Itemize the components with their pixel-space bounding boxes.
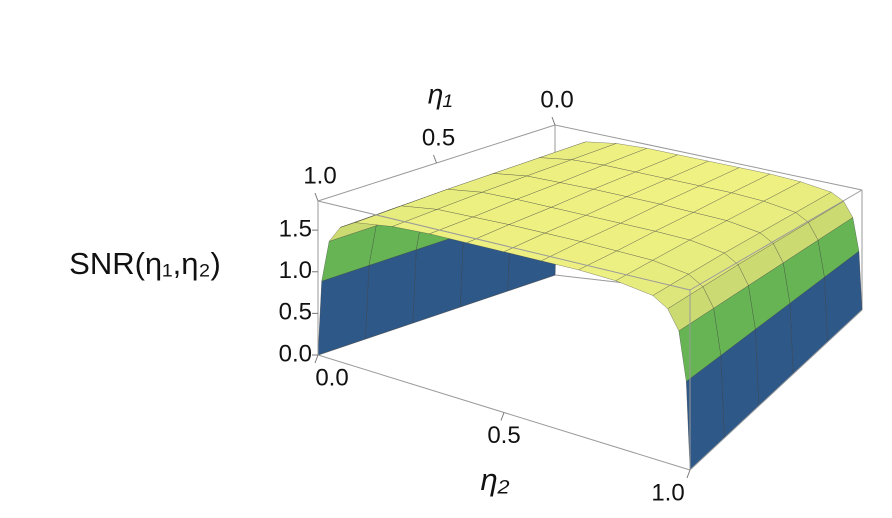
box-edge: [689, 189, 863, 291]
box-edge: [689, 309, 863, 471]
x-tick: [500, 412, 505, 421]
z-tick-label: 0.5: [279, 299, 312, 326]
x-tick-label: 0.5: [487, 422, 520, 449]
z-axis-label: SNR(η₁,η₂): [69, 246, 221, 281]
y-tick-label: 0.0: [540, 86, 573, 113]
y-axis-label: η₁: [428, 78, 453, 109]
z-tick-label: 1.5: [279, 215, 312, 242]
x-tick-label: 0.0: [315, 364, 348, 391]
z-tick-label: 0.0: [279, 340, 312, 367]
z-tick-label: 1.0: [279, 257, 312, 284]
y-tick: [551, 116, 556, 126]
y-tick-label: 1.0: [303, 162, 336, 189]
box-edge: [554, 124, 863, 191]
x-tick: [314, 354, 319, 364]
x-tick-label: 1.0: [651, 479, 684, 506]
y-tick: [314, 192, 319, 202]
y-tick-label: 0.5: [422, 124, 455, 151]
box-edge: [317, 200, 691, 291]
y-tick: [433, 154, 437, 164]
surface-patch: [503, 232, 582, 262]
x-tick: [686, 469, 691, 479]
x-axis-label: η₂: [480, 462, 509, 497]
